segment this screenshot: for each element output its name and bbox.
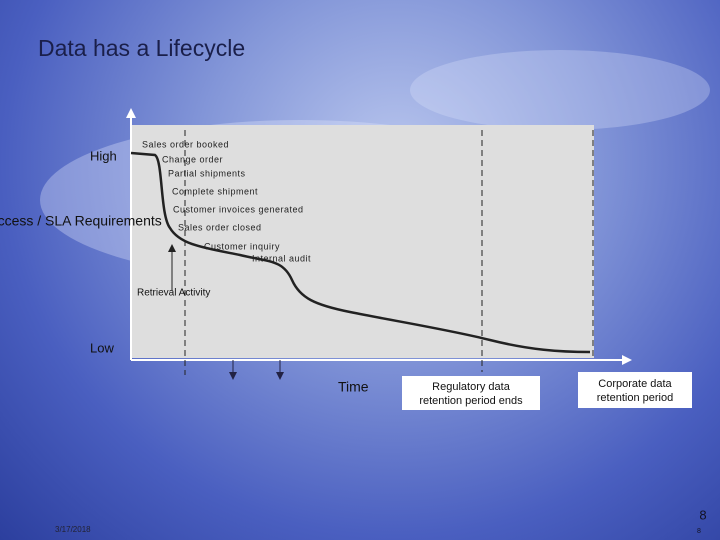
box	[578, 372, 692, 408]
event: Customer inquiry	[204, 241, 280, 251]
event: Internal audit	[252, 253, 311, 263]
event: Partial shipments	[168, 168, 246, 178]
y-label: Access / SLA Requirements	[0, 213, 162, 229]
title: Data has a Lifecycle	[38, 35, 245, 61]
event: Change order	[162, 154, 223, 164]
arrow	[229, 372, 237, 380]
cloud	[410, 50, 710, 130]
retrieval-label: Retrieval Activity	[137, 288, 210, 299]
box-text-cont: retention period ends	[419, 395, 523, 407]
arrow	[622, 355, 632, 365]
event: Sales order closed	[178, 222, 262, 232]
box	[402, 376, 540, 410]
low-label: Low	[90, 340, 114, 355]
x-label: Time	[338, 379, 369, 395]
event: Sales order booked	[142, 139, 229, 149]
page-number-small: 8	[697, 528, 701, 535]
date: 3/17/2018	[55, 525, 91, 534]
box-text: Regulatory data	[432, 381, 511, 393]
box-label: Corporate data retention period	[597, 378, 673, 404]
box-text-cont: retention period	[597, 392, 673, 404]
high-label: High	[90, 148, 117, 163]
event: Customer invoices generated	[173, 204, 304, 214]
arrow	[168, 244, 176, 252]
arrow	[126, 108, 136, 118]
panel	[131, 125, 594, 358]
box-text: Corporate data	[598, 378, 672, 390]
box-label: Regulatory data retention period ends	[419, 381, 523, 407]
event: Complete shipment	[172, 186, 258, 196]
lifecycle-curve	[130, 151, 591, 354]
page-number: 8	[699, 507, 706, 522]
arrow	[276, 372, 284, 380]
